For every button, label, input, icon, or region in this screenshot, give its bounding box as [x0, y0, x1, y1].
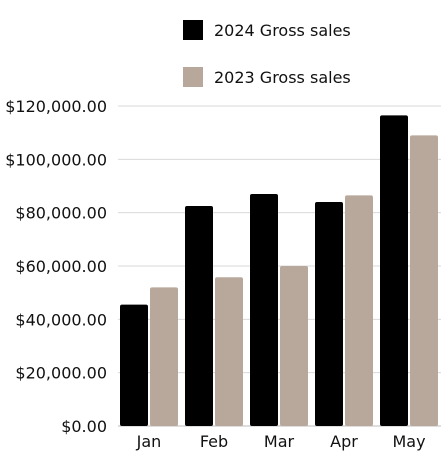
bar-2024-gross-sales-may: [380, 115, 408, 426]
legend-swatch-2023-gross-sales: [183, 67, 203, 87]
y-tick-label: $40,000.00: [15, 310, 107, 329]
y-tick-label: $120,000.00: [5, 97, 107, 116]
legend-label-2023-gross-sales: 2023 Gross sales: [214, 68, 351, 87]
y-tick-label: $80,000.00: [15, 204, 107, 223]
bar-2023-gross-sales-may: [410, 135, 438, 427]
legend-label-2024-gross-sales: 2024 Gross sales: [214, 21, 351, 40]
bar-2024-gross-sales-mar: [250, 194, 278, 426]
x-axis-ticks: Jan Feb Mar Apr May: [136, 432, 426, 451]
bar-2023-gross-sales-mar: [280, 266, 308, 426]
y-tick-label: $60,000.00: [15, 257, 107, 276]
y-tick-label: $100,000.00: [5, 150, 107, 169]
bar-2023-gross-sales-jan: [150, 287, 178, 426]
bar-2023-gross-sales-feb: [215, 277, 243, 426]
bar-2024-gross-sales-apr: [315, 202, 343, 426]
bar-2024-gross-sales-feb: [185, 206, 213, 426]
x-tick-label-mar: Mar: [264, 432, 295, 451]
x-tick-label-may: May: [392, 432, 425, 451]
y-axis-ticks: $0.00 $20,000.00 $40,000.00 $60,000.00 $80,0…: [5, 97, 107, 436]
bars: [120, 115, 438, 427]
legend: 2024 Gross sales 2023 Gross sales: [183, 20, 351, 87]
y-tick-label: $20,000.00: [15, 364, 107, 383]
x-tick-label-jan: Jan: [136, 432, 162, 451]
x-tick-label-feb: Feb: [200, 432, 228, 451]
x-tick-label-apr: Apr: [330, 432, 358, 451]
bar-2023-gross-sales-apr: [345, 195, 373, 426]
legend-swatch-2024-gross-sales: [183, 20, 203, 40]
y-tick-label: $0.00: [61, 417, 107, 436]
bar-2024-gross-sales-jan: [120, 304, 148, 426]
